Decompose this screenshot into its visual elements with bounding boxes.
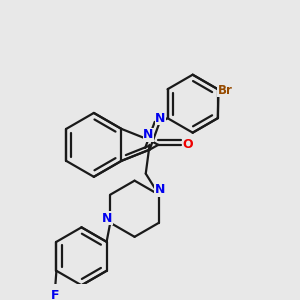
Text: N: N [143,128,154,141]
Text: N: N [155,184,165,196]
Text: O: O [182,138,193,152]
Text: N: N [155,112,166,125]
Text: N: N [101,212,112,225]
Text: Br: Br [218,84,232,97]
Text: F: F [51,289,59,300]
